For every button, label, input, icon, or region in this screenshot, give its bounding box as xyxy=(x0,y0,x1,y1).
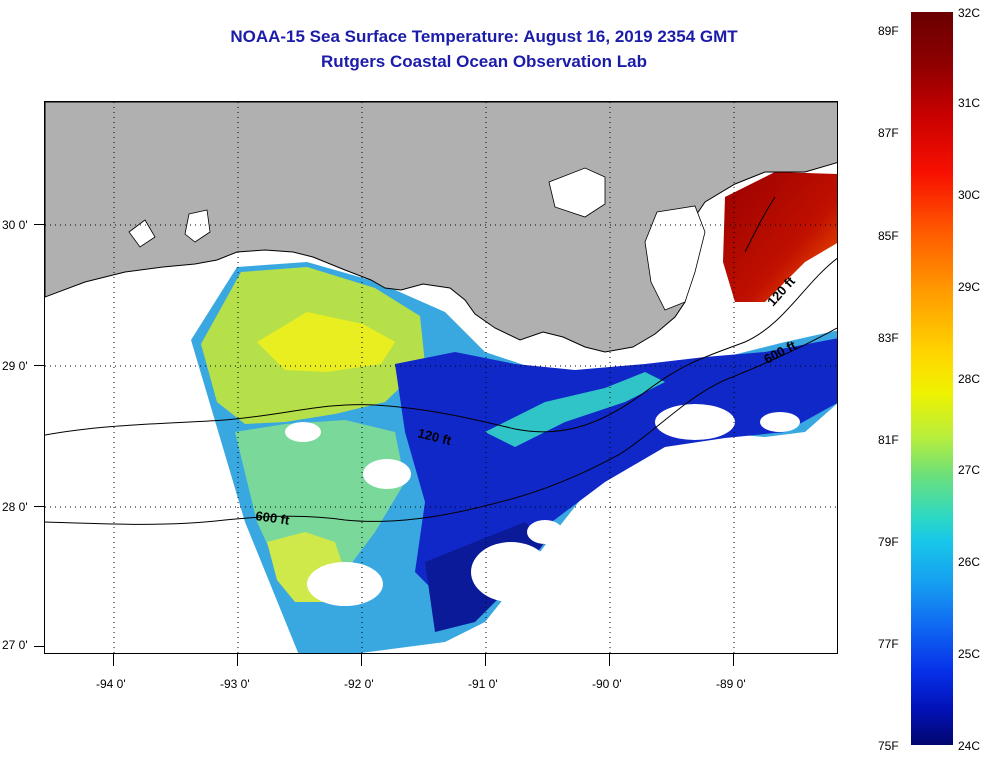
cloud-patch xyxy=(760,412,800,432)
cloud-patch xyxy=(471,542,551,602)
colorbar-label-25c: 25C xyxy=(958,647,981,661)
lat-label-30: 30 0' xyxy=(2,218,28,232)
colorbar-label-79f: 79F xyxy=(878,535,899,549)
cloud-patch xyxy=(655,404,735,440)
lon-tick xyxy=(237,654,238,666)
lat-label-27: 27 0' xyxy=(2,638,28,652)
lon-tick xyxy=(361,654,362,666)
colorbar-label-75f: 75F xyxy=(878,739,899,753)
colorbar-label-31c: 31C xyxy=(958,96,981,110)
sst-swath-yellow-core xyxy=(257,312,395,372)
coastal-marsh xyxy=(644,205,706,311)
lon-label-91: -91 0' xyxy=(468,677,498,691)
lat-tick xyxy=(34,506,44,507)
title-line-2: Rutgers Coastal Ocean Observation Lab xyxy=(321,52,647,71)
lat-label-29: 29 0' xyxy=(2,359,28,373)
colorbar-label-85f: 85F xyxy=(878,229,899,243)
colorbar-label-89f: 89F xyxy=(878,24,899,38)
lon-tick xyxy=(113,654,114,666)
isobath-120ft-line xyxy=(45,257,837,436)
cloud-patch xyxy=(527,520,563,544)
colorbar-label-81f: 81F xyxy=(878,433,899,447)
lon-label-93: -93 0' xyxy=(220,677,250,691)
sst-east-warm-patch xyxy=(723,172,837,302)
colorbar-label-28c: 28C xyxy=(958,372,981,386)
isobath-label-600ft-west: 600 ft xyxy=(255,508,291,528)
lon-tick xyxy=(609,654,610,666)
title-line-1: NOAA-15 Sea Surface Temperature: August … xyxy=(230,27,738,46)
colorbar-label-27c: 27C xyxy=(958,463,981,477)
lat-tick xyxy=(34,646,44,647)
map-title: NOAA-15 Sea Surface Temperature: August … xyxy=(44,24,924,74)
lon-label-92: -92 0' xyxy=(344,677,374,691)
sst-map-canvas: 120 ft 600 ft 120 ft 600 ft xyxy=(45,102,837,653)
graticule xyxy=(45,102,837,653)
colorbar-label-77f: 77F xyxy=(878,637,899,651)
lon-tick xyxy=(485,654,486,666)
isobath-120ft-east-line xyxy=(744,196,776,253)
sst-map: 120 ft 600 ft 120 ft 600 ft xyxy=(44,101,838,654)
isobaths xyxy=(45,196,837,525)
cloud-patch xyxy=(363,459,411,489)
temperature-colorbar xyxy=(911,12,953,745)
cloud-patch xyxy=(307,562,383,606)
coastal-marsh xyxy=(548,167,606,218)
colorbar-label-24c: 24C xyxy=(958,739,981,753)
colorbar-label-30c: 30C xyxy=(958,188,981,202)
colorbar-label-83f: 83F xyxy=(878,331,899,345)
land-mass xyxy=(45,102,837,353)
colorbar-label-32c: 32C xyxy=(958,6,981,20)
isobath-600ft-line xyxy=(45,327,837,525)
colorbar-label-29c: 29C xyxy=(958,280,981,294)
lon-label-94: -94 0' xyxy=(96,677,126,691)
sst-swath-cyan-streak xyxy=(485,372,665,447)
lat-label-28: 28 0' xyxy=(2,500,28,514)
land xyxy=(45,102,837,353)
no-data-patches xyxy=(285,404,800,606)
lon-tick xyxy=(733,654,734,666)
coastal-marsh xyxy=(128,219,156,248)
colorbar-label-26c: 26C xyxy=(958,555,981,569)
colorbar-label-87f: 87F xyxy=(878,126,899,140)
lat-tick xyxy=(34,224,44,225)
cloud-patch xyxy=(285,422,321,442)
lon-label-89: -89 0' xyxy=(716,677,746,691)
lon-label-90: -90 0' xyxy=(592,677,622,691)
coastal-marsh xyxy=(184,209,211,243)
lat-tick xyxy=(34,365,44,366)
